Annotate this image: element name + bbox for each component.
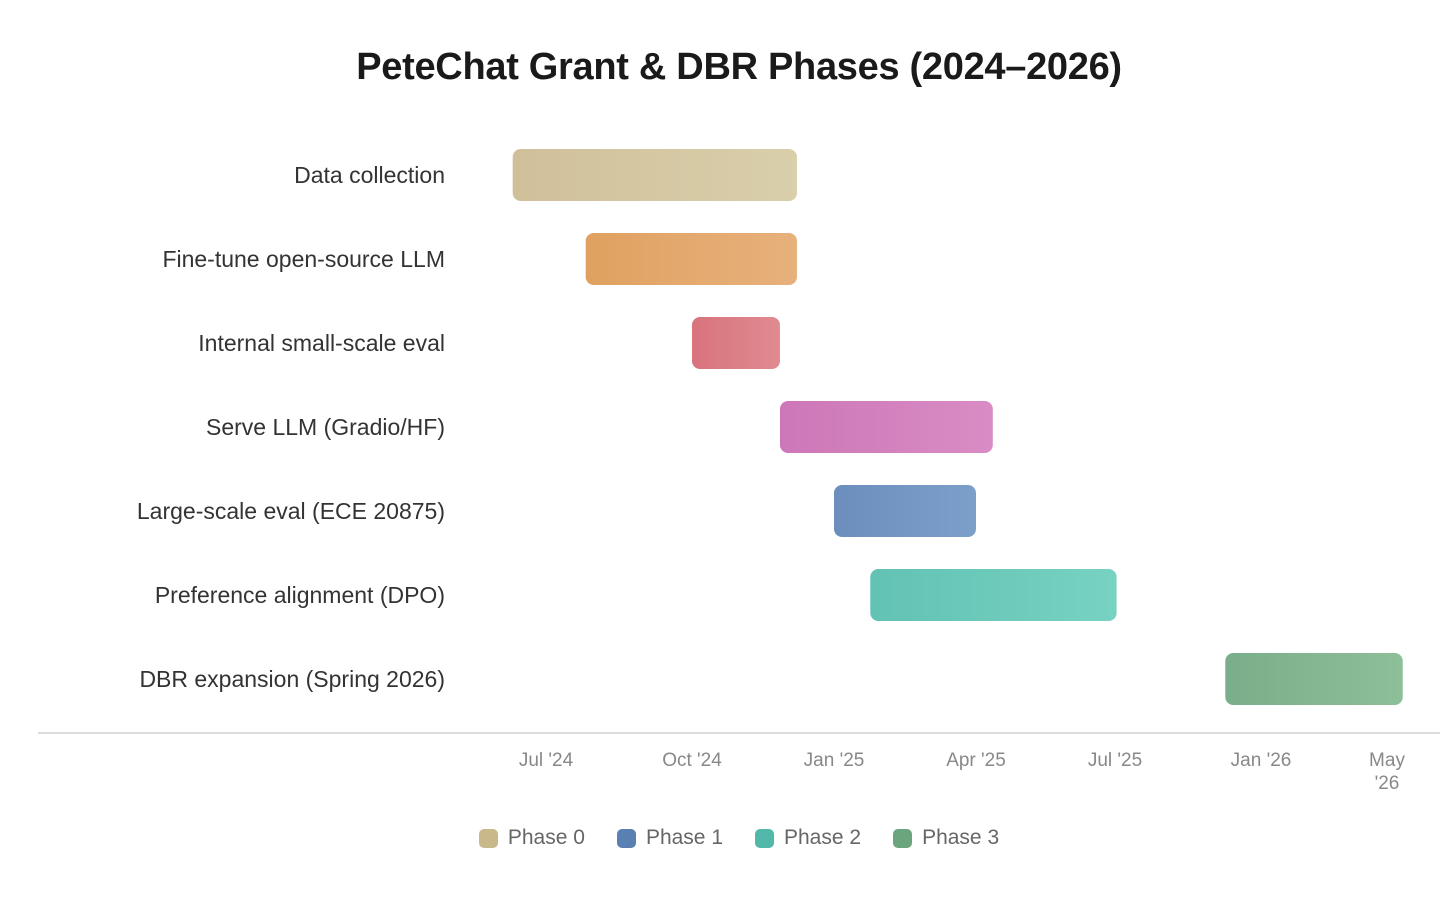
task-label: Serve LLM (Gradio/HF)	[206, 414, 445, 440]
legend-label: Phase 2	[784, 826, 862, 849]
legend-swatch	[755, 828, 774, 848]
legend-item[interactable]: Phase 2	[755, 826, 861, 850]
x-tick-label: May '26	[1369, 750, 1405, 794]
legend-item[interactable]: Phase 0	[478, 826, 585, 850]
legend-swatch	[478, 828, 498, 848]
task-label: Data collection	[294, 162, 445, 188]
x-tick-label: Apr '25	[946, 750, 1006, 771]
task-bar[interactable]	[512, 149, 797, 201]
x-tick-label: Jan '25	[804, 750, 865, 771]
x-tick-label: Oct '24	[662, 750, 722, 771]
x-tick-label: Jul '24	[519, 750, 574, 771]
legend-label: Phase 3	[922, 826, 1000, 849]
legend-swatch	[616, 828, 636, 848]
legend-swatch	[893, 828, 913, 848]
task-label: DBR expansion (Spring 2026)	[139, 666, 445, 692]
task-bar[interactable]	[870, 569, 1117, 621]
x-tick-label: Jul '25	[1088, 750, 1142, 771]
legend-item[interactable]: Phase 1	[616, 826, 723, 850]
legend-item[interactable]: Phase 3	[893, 826, 999, 850]
legend-label: Phase 0	[507, 826, 585, 849]
x-tick-label: Jan '26	[1231, 750, 1292, 771]
task-label: Preference alignment (DPO)	[155, 582, 445, 608]
task-label: Fine-tune open-source LLM	[162, 246, 445, 272]
legend-label: Phase 1	[645, 826, 723, 849]
task-bar[interactable]	[585, 233, 797, 285]
legend: Phase 0 Phase 1 Phase 2 Phase 3	[0, 826, 1454, 850]
task-bar[interactable]	[692, 317, 780, 369]
task-bar[interactable]	[1225, 653, 1403, 705]
chart-title: PeteChat Grant & DBR Phases (2024–2026)	[356, 46, 1122, 88]
task-bar[interactable]	[779, 401, 993, 453]
task-label: Large-scale eval (ECE 20875)	[137, 498, 445, 524]
task-bar[interactable]	[834, 485, 976, 537]
task-label: Internal small-scale eval	[198, 330, 445, 356]
